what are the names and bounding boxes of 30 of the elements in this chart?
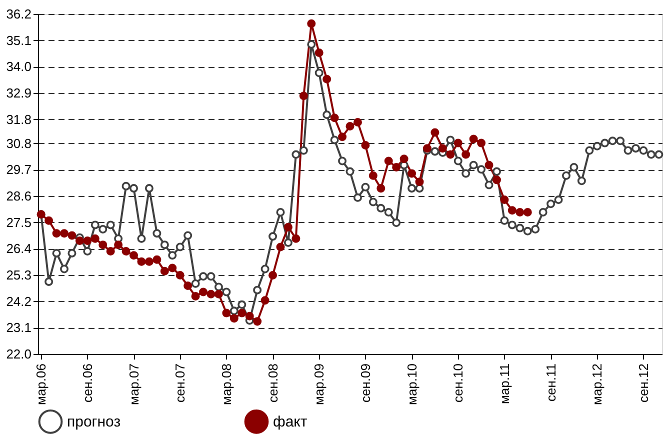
x-tick-label: сен.10 (450, 364, 466, 402)
y-tick-label: 32.9 (6, 86, 32, 101)
x-tick-label: мар.09 (312, 364, 327, 405)
y-tick-label: 22.0 (6, 346, 32, 362)
x-tick-label: мар.06 (34, 364, 49, 405)
y-tick-label: 27.5 (6, 214, 32, 230)
x-tick-label: мар.07 (126, 364, 142, 405)
y-tick-label: 36.2 (6, 6, 32, 22)
y-tick-label: 24.2 (6, 294, 32, 309)
y-tick-label: 31.8 (6, 112, 32, 127)
y-tick-label: 28.6 (6, 188, 32, 204)
x-tick-label: мар.10 (404, 364, 420, 405)
y-tick-label: 23.1 (6, 320, 32, 336)
y-tick-label: 35.1 (6, 32, 32, 48)
x-tick-label: мар.12 (590, 364, 605, 405)
y-tick-label: 25.3 (6, 267, 32, 282)
x-tick-label: мар.11 (496, 364, 512, 404)
y-tick-label: 26.4 (6, 241, 32, 256)
legend-label: факт (273, 414, 308, 431)
x-tick-label: сен.08 (265, 364, 280, 402)
y-tick-label: 29.7 (6, 162, 32, 178)
y-tick-label: 30.8 (6, 136, 32, 151)
x-tick-label: мар.08 (218, 364, 234, 405)
legend-label: прогноз (67, 414, 121, 431)
x-tick-label: сен.06 (80, 364, 95, 402)
x-tick-label: сен.12 (636, 364, 651, 402)
x-tick-label: сен.07 (172, 364, 188, 402)
x-tick-label: сен.11 (543, 364, 558, 402)
y-tick-label: 34.0 (6, 59, 32, 74)
x-tick-label: сен.09 (358, 364, 373, 402)
